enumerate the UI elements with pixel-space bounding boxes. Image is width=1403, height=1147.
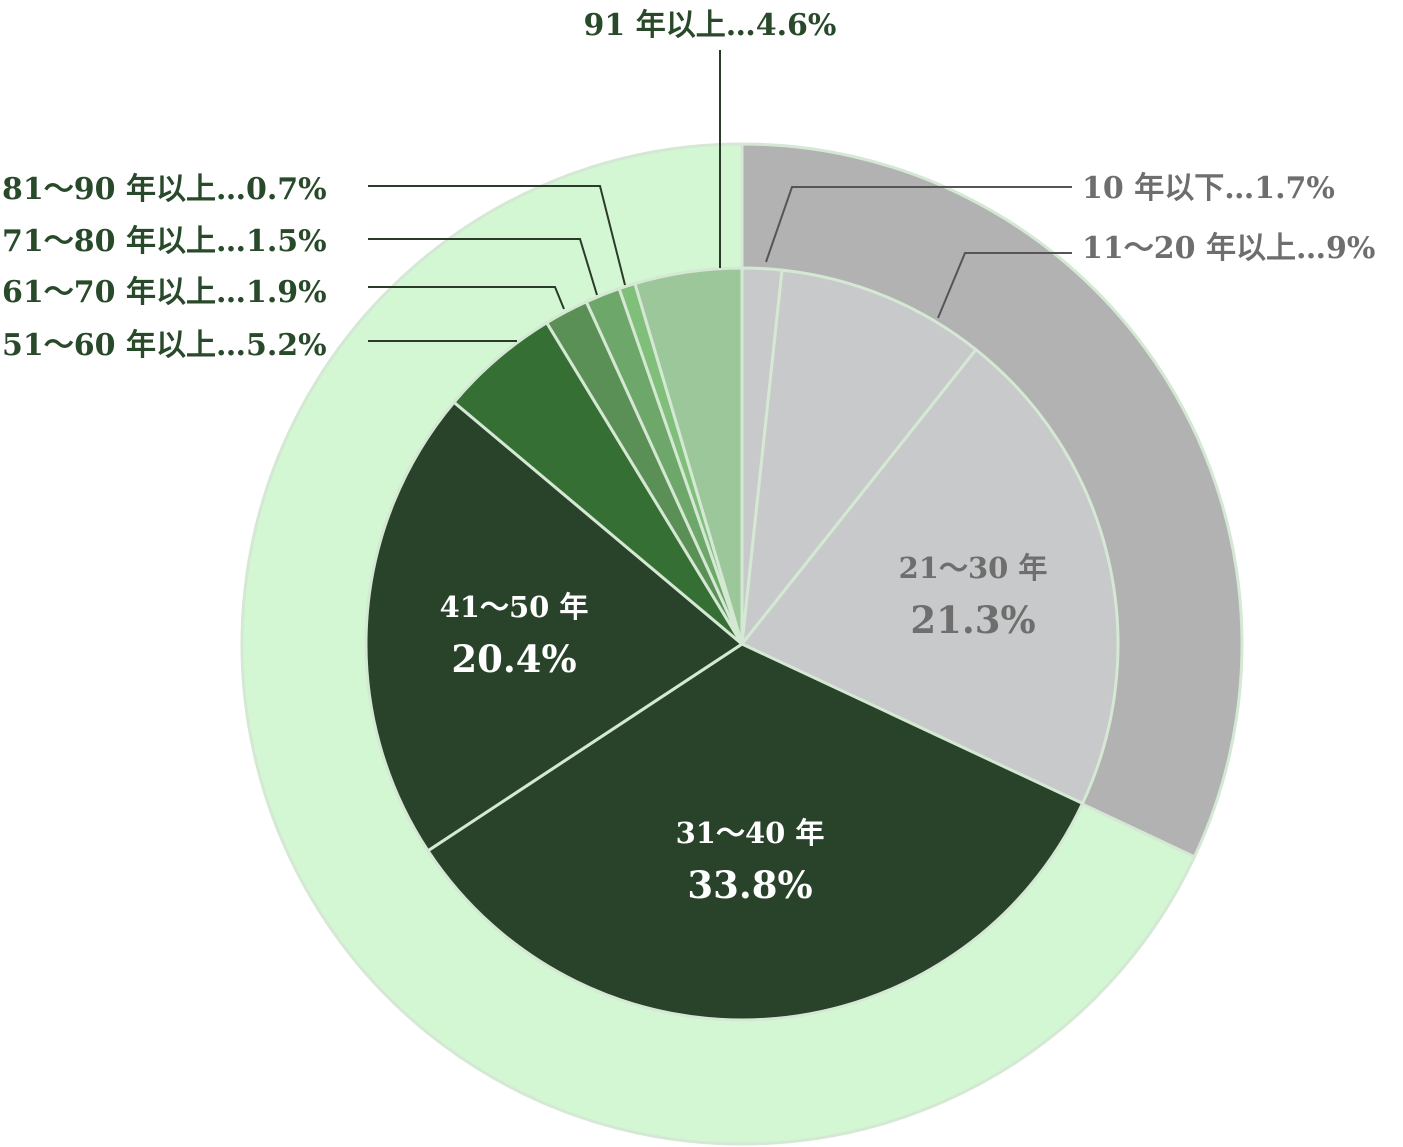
slice-value-label: 20.4% xyxy=(451,637,576,681)
callout-label: 10 年以下…1.7% xyxy=(1082,171,1335,206)
slice-name-label: 21～30 年 xyxy=(899,551,1048,585)
callout-label: 51～60 年以上…5.2% xyxy=(2,328,327,363)
slice-value-label: 33.8% xyxy=(687,863,812,907)
callout-label: 61～70 年以上…1.9% xyxy=(2,275,327,310)
slice-name-label: 41～50 年 xyxy=(440,590,589,624)
callout-leaders xyxy=(368,50,1072,342)
slice-value-label: 21.3% xyxy=(910,598,1035,642)
leader-line xyxy=(368,185,626,286)
pie-slice xyxy=(425,642,1085,1022)
pie-slice xyxy=(739,347,1120,806)
callout-label: 81～90 年以上…0.7% xyxy=(2,172,327,207)
callout-label: 11～20 年以上…9% xyxy=(1082,231,1375,266)
inner-pie xyxy=(364,266,1120,1022)
leader-line xyxy=(937,252,1072,319)
callout-label: 71～80 年以上…1.5% xyxy=(2,224,327,259)
pie-slice xyxy=(364,400,745,853)
pie-slice xyxy=(739,268,979,649)
slice-name-label: 31～40 年 xyxy=(676,816,825,850)
slice-labels: 21～30 年 21.3% 31～40 年 33.8% 41～50 年 20.4% 10 年… xyxy=(2,8,1375,907)
leader-line xyxy=(368,238,598,296)
leader-line xyxy=(765,186,1072,263)
pie-slice xyxy=(633,266,744,645)
leader-line xyxy=(368,286,565,310)
callout-label: 91 年以上…4.6% xyxy=(584,8,837,43)
